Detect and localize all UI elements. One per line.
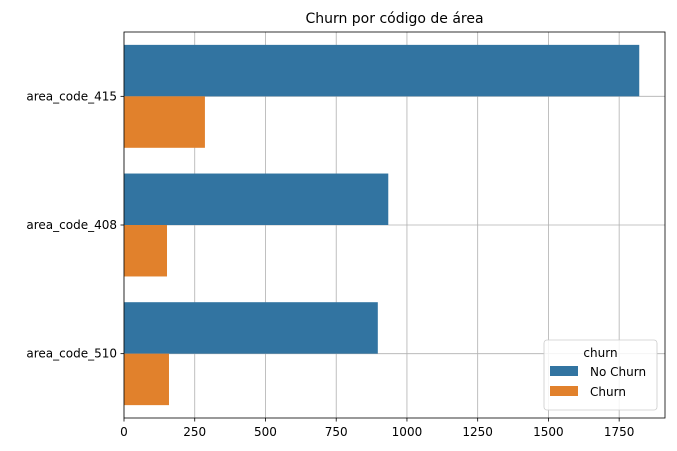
bar-no-churn — [124, 44, 640, 97]
legend-title: churn — [583, 346, 617, 360]
axes: 0 250 500 750 1000 1250 1500 1750 area_code_415a… — [26, 31, 666, 439]
bar-churn — [124, 225, 168, 277]
legend: churn No Churn Churn — [543, 339, 658, 411]
x-tick-label: 1500 — [533, 425, 564, 439]
y-tick-label: area_code_415 — [26, 89, 117, 103]
chart-title: Churn por código de área — [305, 11, 483, 27]
x-tick-label: 1000 — [392, 425, 423, 439]
legend-entry: Churn — [590, 385, 626, 399]
x-tick-label: 500 — [254, 425, 277, 439]
bar-no-churn — [124, 302, 378, 354]
x-tick-label: 0 — [120, 425, 128, 439]
x-tick-label: 750 — [325, 425, 348, 439]
bars — [124, 44, 640, 406]
y-tick-label: area_code_510 — [26, 347, 117, 361]
x-tick-label: 250 — [183, 425, 206, 439]
bar-no-churn — [124, 173, 389, 225]
plot-frame — [123, 31, 666, 419]
x-tick-label: 1750 — [604, 425, 635, 439]
legend-swatch — [550, 366, 578, 376]
x-tick-label: 1250 — [462, 425, 493, 439]
legend-entry: No Churn — [590, 365, 646, 379]
legend-swatch — [550, 386, 578, 396]
bar-churn — [124, 353, 169, 406]
bar-churn — [124, 96, 205, 148]
y-tick-label: area_code_408 — [26, 218, 117, 232]
